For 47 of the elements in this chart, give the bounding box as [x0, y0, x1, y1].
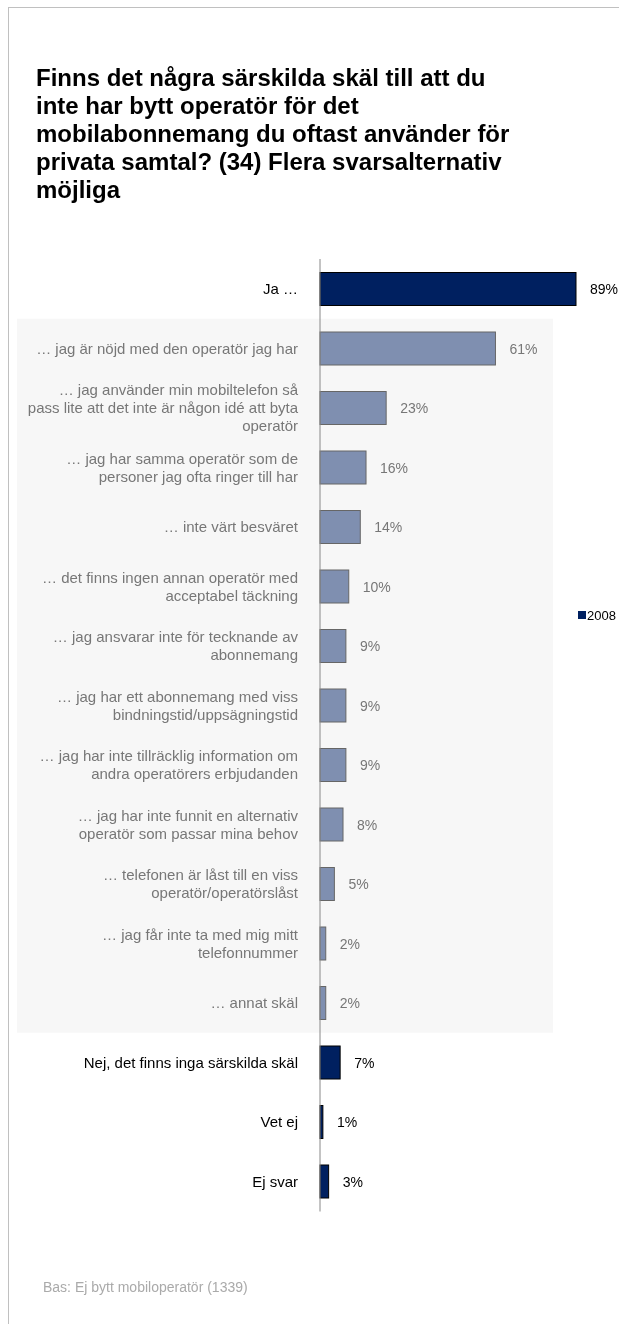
bar [319, 569, 350, 604]
bar [319, 867, 335, 901]
y-tick-label: … jag har inte tillräcklig information om andra operatörers erbjudanden [39, 747, 298, 782]
data-label: 14% [374, 519, 403, 535]
data-label: 7% [354, 1054, 375, 1071]
data-label: 9% [359, 697, 381, 714]
bar [319, 272, 577, 306]
y-tick-label: … jag har inte funnit en alternativ operatör som passar mina behov [77, 806, 299, 842]
y-tick-label: … annat skäl [210, 994, 298, 1011]
bar [319, 807, 344, 842]
bar [319, 391, 387, 425]
y-tick-label: Vet ej [260, 1113, 298, 1130]
data-label: 3% [342, 1173, 363, 1190]
data-label: 1% [336, 1114, 358, 1130]
y-tick-label: … telefonen är låst till en viss operatör/operatörslåst [102, 866, 299, 901]
y-tick-label: … jag har ett abonnemang med viss bindningstid/uppsägningstid [57, 687, 298, 723]
y-tick-label: … inte värt besväret [163, 518, 299, 535]
y-tick-label: … jag ansvarar inte för tecknande av abonnemang [52, 628, 299, 663]
data-label: 8% [357, 816, 378, 833]
y-tick-label: Ja … [262, 280, 298, 297]
bar [319, 629, 347, 663]
bar [319, 450, 367, 485]
data-label: 61% [509, 340, 538, 357]
data-label: 23% [400, 400, 429, 416]
y-tick-label: … jag använder min mobiltelefon så pass lite att det inte är någon idé att byta operatör [27, 381, 299, 434]
data-label: 9% [359, 757, 381, 773]
data-label: 2% [339, 995, 360, 1011]
bar [319, 331, 496, 366]
bar [319, 748, 347, 782]
data-label: 10% [362, 578, 391, 595]
legend-label: 2008 [587, 608, 616, 623]
bar [319, 510, 361, 544]
bar [319, 688, 347, 723]
y-tick-label: … det finns ingen annan operatör med acceptabel täckning [41, 568, 298, 604]
y-tick-label: Nej, det finns inga särskilda skäl [83, 1053, 298, 1071]
data-label: 89% [590, 281, 619, 297]
data-label: 2% [339, 935, 360, 952]
y-tick-label: … jag har samma operatör som de personer jag ofta ringer till har [66, 449, 298, 485]
y-tick-label: … jag får inte ta med mig mitt telefonnummer [102, 925, 299, 961]
data-label: 16% [380, 459, 409, 476]
y-tick-label: … jag är nöjd med den operatör jag har [36, 339, 298, 357]
chart-title: Finns det några särskilda skäl till att du inte har bytt operatör för det mobilabonnemang du oftast använder för privata samtal? (34) Flera svarsalternativ möjliga [36, 64, 510, 203]
y-tick-label: Ej svar [252, 1172, 298, 1190]
bar [319, 1045, 341, 1080]
data-label: 5% [348, 876, 369, 892]
text: Bas: Ej bytt mobiloperatör (1339) [43, 1279, 248, 1295]
data-label: 9% [359, 638, 381, 654]
